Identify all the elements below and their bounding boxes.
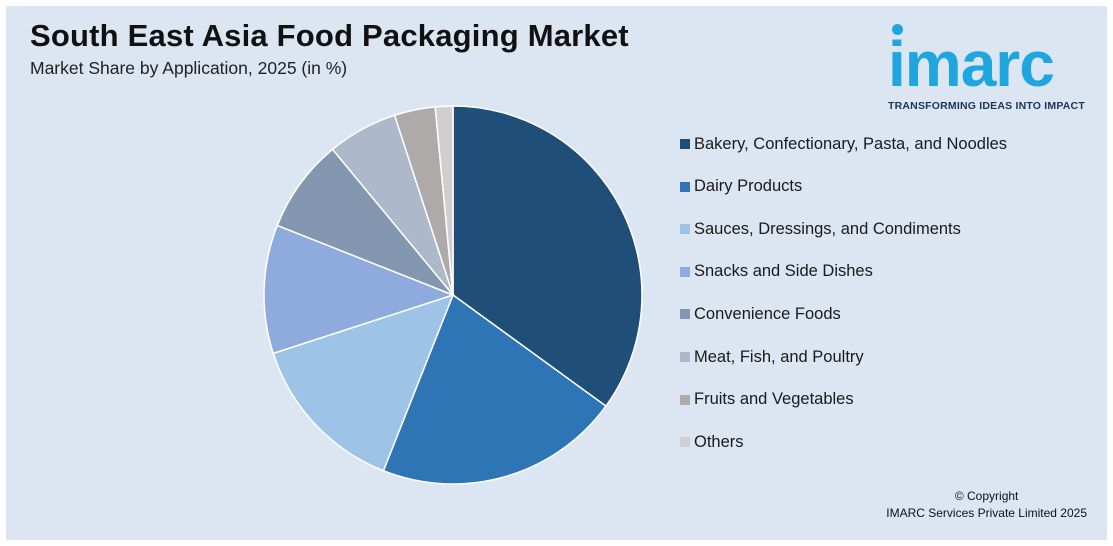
legend-item: Fruits and Vegetables — [680, 389, 854, 411]
logo-wordmark: imarc — [888, 28, 1055, 100]
legend-label: Meat, Fish, and Poultry — [694, 347, 864, 366]
chart-title: South East Asia Food Packaging Market — [30, 18, 629, 53]
chart-subtitle: Market Share by Application, 2025 (in %) — [30, 58, 348, 78]
legend-label: Fruits and Vegetables — [694, 390, 854, 409]
legend-item: Others — [680, 431, 744, 453]
legend-swatch — [680, 181, 690, 192]
legend-swatch — [680, 437, 690, 448]
legend-swatch — [680, 394, 690, 405]
legend-item: Dairy Products — [680, 176, 802, 198]
legend-swatch — [680, 224, 690, 235]
imarc-logo: imarc TRANSFORMING IDEAS INTO IMPACT — [882, 14, 1102, 114]
logo-dot-icon — [892, 24, 903, 35]
legend-label: Others — [694, 432, 744, 451]
legend-item: Sauces, Dressings, and Condiments — [680, 218, 961, 240]
logo-tagline: TRANSFORMING IDEAS INTO IMPACT — [888, 100, 1085, 112]
legend-item: Bakery, Confectionary, Pasta, and Noodle… — [680, 133, 1007, 155]
copyright-line-1: © Copyright — [954, 489, 1019, 503]
copyright-line-2: IMARC Services Private Limited 2025 — [886, 506, 1087, 520]
legend-item: Meat, Fish, and Poultry — [680, 346, 864, 368]
legend-item: Convenience Foods — [680, 303, 841, 325]
legend-swatch — [680, 309, 690, 320]
legend-label: Snacks and Side Dishes — [694, 262, 873, 281]
legend-label: Sauces, Dressings, and Condiments — [694, 219, 961, 238]
chart-frame: South East Asia Food Packaging Market Ma… — [6, 6, 1107, 540]
pie-slice-8 — [434, 105, 454, 296]
legend-swatch — [680, 139, 690, 149]
pie-chart — [263, 105, 643, 485]
legend-swatch — [680, 266, 690, 277]
legend-swatch — [680, 352, 690, 362]
copyright-notice: © Copyright IMARC Services Private Limit… — [886, 488, 1087, 522]
pie-slice-1 — [452, 105, 643, 408]
legend-label: Dairy Products — [694, 177, 803, 196]
legend-label: Convenience Foods — [694, 304, 841, 323]
pie-slice-4 — [263, 224, 456, 355]
pie-slice-5 — [276, 148, 454, 296]
legend-label: Bakery, Confectionary, Pasta, and Noodle… — [694, 134, 1008, 153]
pie-slice-2 — [382, 293, 607, 485]
legend-item: Snacks and Side Dishes — [680, 261, 873, 283]
